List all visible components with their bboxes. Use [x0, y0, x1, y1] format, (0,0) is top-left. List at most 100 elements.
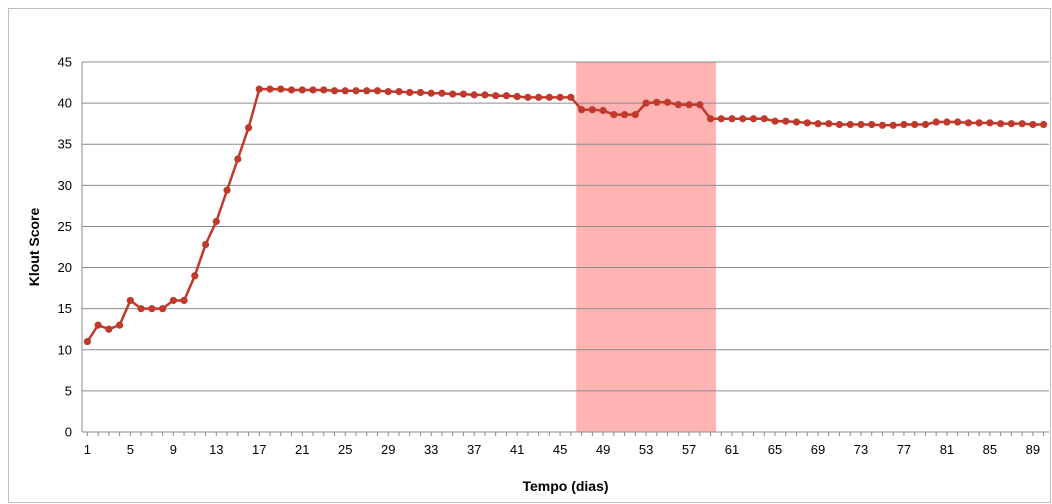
chart-frame — [8, 8, 1051, 503]
x-tick-label: 17 — [252, 442, 266, 457]
data-point — [599, 106, 607, 115]
x-tick-label: 69 — [811, 442, 825, 457]
data-point — [975, 119, 983, 127]
data-point — [416, 88, 425, 97]
data-point — [309, 86, 317, 94]
data-point — [782, 117, 790, 125]
data-point — [674, 101, 682, 109]
data-point — [943, 118, 951, 126]
x-tick-label: 21 — [295, 442, 309, 457]
series-line — [86, 87, 1044, 343]
x-tick-label: 9 — [170, 442, 177, 457]
data-point — [330, 87, 339, 95]
x-tick-label: 33 — [424, 442, 438, 457]
data-point — [739, 115, 747, 123]
data-point — [148, 305, 156, 313]
data-point — [373, 87, 382, 95]
data-point — [255, 85, 263, 93]
data-point — [449, 90, 457, 98]
y-tick-label: 20 — [58, 260, 72, 275]
data-point — [116, 321, 124, 329]
data-point — [889, 121, 897, 129]
data-point — [94, 321, 102, 329]
x-tick-label: 61 — [725, 442, 739, 457]
data-point — [352, 87, 360, 95]
data-point — [524, 93, 532, 101]
y-axis-title: Klout Score — [26, 208, 42, 287]
data-point — [126, 296, 134, 305]
data-point — [427, 89, 435, 97]
data-point — [320, 86, 328, 94]
data-point — [771, 117, 779, 125]
y-tick-labels: 0 5 10 15 20 25 30 35 40 45 — [58, 55, 72, 440]
x-tick-label: 57 — [682, 442, 696, 457]
x-tick-label: 1 — [84, 442, 91, 457]
x-tick-label: 81 — [940, 442, 954, 457]
data-point — [954, 118, 962, 126]
data-point — [438, 89, 446, 97]
axes — [81, 62, 1049, 436]
data-point — [481, 91, 489, 99]
data-point — [728, 115, 736, 123]
data-point — [911, 120, 919, 129]
data-point — [556, 93, 564, 101]
data-point — [749, 115, 758, 123]
data-point — [878, 121, 887, 129]
data-point — [567, 93, 575, 101]
data-point — [663, 98, 672, 106]
gridlines — [82, 61, 1049, 392]
data-point — [921, 120, 930, 129]
data-point — [835, 120, 844, 129]
data-point — [717, 115, 725, 123]
data-point — [492, 92, 500, 100]
data-point — [1018, 120, 1026, 128]
data-point — [610, 111, 618, 119]
x-tick-label: 37 — [467, 442, 481, 457]
series-layer — [83, 85, 1048, 346]
data-point — [803, 119, 811, 127]
x-tick-label: 77 — [897, 442, 911, 457]
data-point — [513, 92, 521, 101]
data-point — [685, 101, 693, 109]
data-point — [201, 240, 210, 249]
data-point — [277, 85, 285, 93]
y-tick-label: 30 — [58, 178, 72, 193]
data-point — [620, 111, 629, 119]
y-tick-label: 25 — [58, 219, 72, 234]
data-point — [578, 106, 586, 114]
x-tick-label: 65 — [768, 442, 782, 457]
y-tick-label: 0 — [65, 425, 72, 440]
data-point — [191, 272, 199, 280]
data-point — [158, 305, 167, 313]
x-tick-label: 25 — [338, 442, 352, 457]
data-point — [1007, 120, 1015, 128]
x-tick-label: 85 — [983, 442, 997, 457]
y-tick-label: 10 — [58, 342, 72, 357]
data-point — [997, 120, 1005, 128]
data-point — [459, 90, 468, 98]
x-tick-label: 13 — [209, 442, 223, 457]
data-point — [868, 120, 876, 129]
data-point — [244, 124, 253, 132]
y-tick-label: 5 — [65, 383, 72, 398]
data-point — [535, 93, 543, 101]
data-point — [653, 98, 661, 106]
data-point — [105, 325, 113, 333]
data-point — [932, 118, 940, 126]
data-point — [502, 92, 511, 100]
data-point — [631, 111, 639, 119]
data-point — [642, 99, 650, 107]
y-tick-label: 45 — [58, 55, 72, 70]
data-point — [825, 120, 833, 128]
data-point — [83, 337, 91, 346]
data-point — [1040, 120, 1048, 129]
data-point — [986, 119, 994, 127]
data-point — [384, 88, 392, 96]
x-axis-title: Tempo (dias) — [522, 478, 608, 494]
x-tick-labels: 1 5 9 13 17 21 25 29 33 37 41 45 49 53 57 61 65 69 73 77 81 8… — [84, 442, 1040, 457]
data-point — [287, 86, 296, 94]
data-point — [814, 120, 822, 128]
data-point — [964, 119, 973, 127]
data-point — [169, 296, 177, 305]
